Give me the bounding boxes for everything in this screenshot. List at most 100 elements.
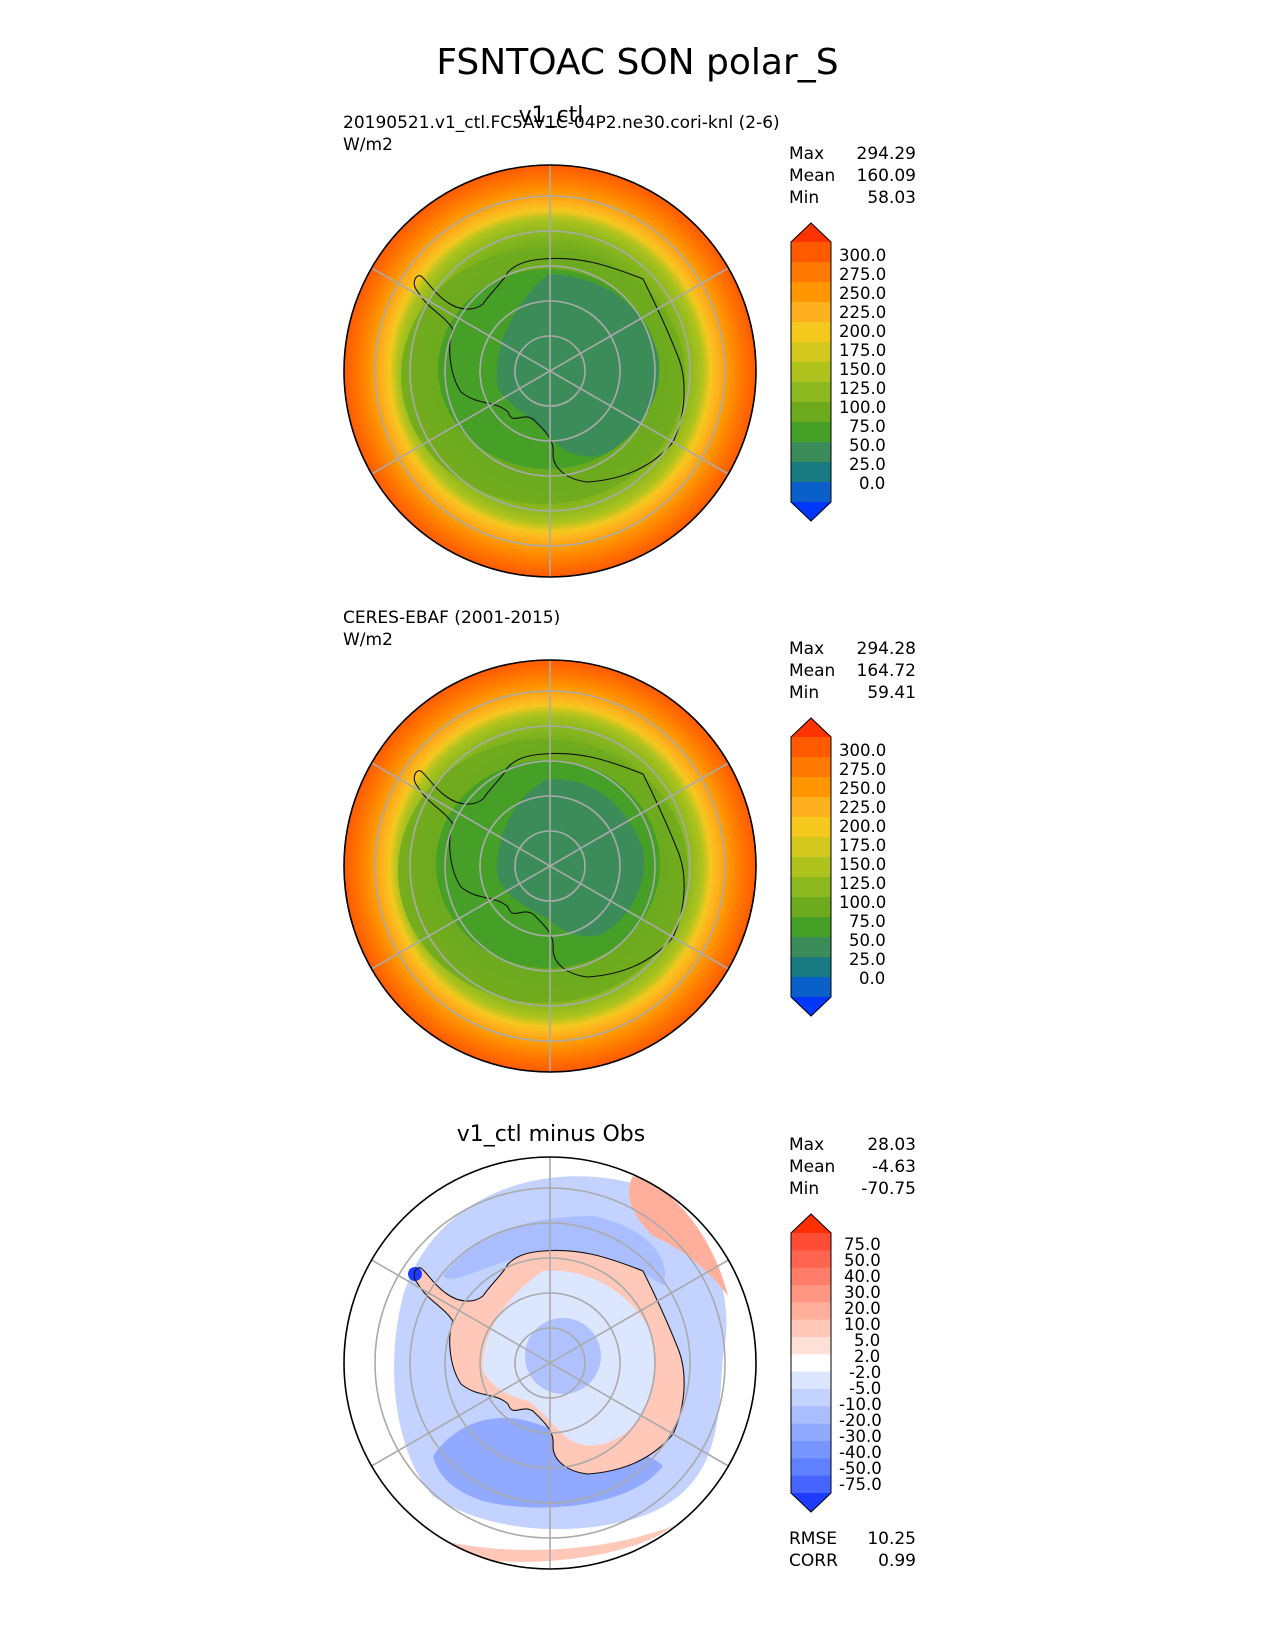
colorbar-swatch bbox=[791, 837, 831, 858]
tick-label: 25.0 bbox=[849, 455, 886, 474]
stat-max-value: 294.29 bbox=[856, 144, 916, 164]
tick-label: 75.0 bbox=[844, 1235, 881, 1254]
diff-band-neg30 bbox=[433, 1417, 663, 1508]
panel2-units-label: W/m2 bbox=[343, 630, 393, 650]
stat-max-label: Max bbox=[789, 144, 825, 164]
stat-max-value: 28.03 bbox=[867, 1135, 916, 1155]
stat-mean-label: Mean bbox=[789, 661, 836, 681]
graticule bbox=[371, 165, 729, 577]
tick-label: 50.0 bbox=[849, 931, 886, 950]
tick-label: 10.0 bbox=[844, 1315, 881, 1334]
tick-label: 2.0 bbox=[854, 1347, 881, 1366]
stat-mean-value: 160.09 bbox=[856, 166, 916, 186]
colorbar-swatch bbox=[791, 977, 831, 998]
tick-label: -20.0 bbox=[839, 1411, 882, 1430]
colorbar-swatch bbox=[791, 1302, 831, 1321]
tick-label: -2.0 bbox=[849, 1363, 882, 1382]
map-boundary bbox=[343, 1156, 757, 1570]
colorbar-swatch bbox=[791, 322, 831, 343]
colorbar-swatch bbox=[791, 1337, 831, 1355]
tick-label: 150.0 bbox=[839, 360, 887, 379]
colorbar-diff bbox=[790, 1213, 832, 1513]
colorbar-field-1 bbox=[790, 222, 832, 522]
panel1-units-label: W/m2 bbox=[343, 135, 393, 155]
panel2-colorbar: 300.0 275.0 250.0 225.0 200.0 175.0 150.… bbox=[789, 717, 919, 1017]
colorbar-swatch bbox=[791, 877, 831, 898]
stat-mean-label: Mean bbox=[789, 1157, 836, 1177]
tick-label: 250.0 bbox=[839, 779, 887, 798]
tick-label: 30.0 bbox=[844, 1283, 881, 1302]
antarctica-coastline bbox=[413, 257, 685, 483]
colorbar-field-2 bbox=[790, 717, 832, 1017]
colorbar-swatch bbox=[791, 462, 831, 483]
corr-label: CORR bbox=[789, 1551, 838, 1571]
panel3-stats: Max 28.03 Mean -4.63 Min -70.75 bbox=[789, 1134, 916, 1200]
colorbar-swatch bbox=[791, 1354, 831, 1373]
tick-label: 125.0 bbox=[839, 874, 887, 893]
tick-label: -5.0 bbox=[849, 1379, 882, 1398]
panel1-polar-map bbox=[343, 164, 757, 578]
diff-band-pos5 bbox=[423, 1526, 673, 1562]
colorbar-swatch bbox=[791, 242, 831, 263]
colorbar-swatch bbox=[791, 1233, 831, 1251]
colorbar-swatch bbox=[791, 282, 831, 303]
colorbar-swatch bbox=[791, 1319, 831, 1338]
colorbar-swatch bbox=[791, 422, 831, 443]
colorbar-swatch bbox=[791, 1371, 831, 1390]
colorbar-swatch bbox=[791, 342, 831, 363]
colorbar-swatch bbox=[791, 1250, 831, 1269]
tick-label: 0.0 bbox=[859, 474, 886, 493]
tick-label: 75.0 bbox=[849, 912, 886, 931]
colorbar-swatch bbox=[791, 777, 831, 798]
colorbar-swatch bbox=[791, 737, 831, 758]
tick-label: 175.0 bbox=[839, 836, 887, 855]
colorbar-swatch bbox=[791, 1475, 831, 1494]
panel1-meta: 20190521.v1_ctl.FC5AV1C-04P2.ne30.cori-k… bbox=[343, 112, 780, 156]
tick-label: 225.0 bbox=[839, 798, 887, 817]
panel3-title: v1_ctl minus Obs bbox=[456, 1122, 646, 1147]
tick-label: -30.0 bbox=[839, 1427, 882, 1446]
stat-min-value: -70.75 bbox=[861, 1179, 916, 1199]
map-boundary bbox=[343, 659, 757, 1073]
figure-title: FSNTOAC SON polar_S bbox=[436, 42, 839, 83]
stat-mean-value: 164.72 bbox=[856, 661, 916, 681]
colorbar-extend-top bbox=[791, 718, 831, 737]
colorbar-swatch bbox=[791, 917, 831, 938]
tick-label: 200.0 bbox=[839, 322, 887, 341]
panel2-polar-map bbox=[343, 659, 757, 1073]
colorbar-swatch bbox=[791, 757, 831, 778]
panel1-case-label: 20190521.v1_ctl.FC5AV1C-04P2.ne30.cori-k… bbox=[343, 113, 780, 133]
tick-label: 5.0 bbox=[854, 1331, 881, 1350]
colorbar-extend-top bbox=[791, 1214, 831, 1233]
panel1-stats: Max 294.29 Mean 160.09 Min 58.03 bbox=[789, 143, 916, 209]
colorbar-swatch bbox=[791, 1458, 831, 1477]
map-boundary bbox=[343, 164, 757, 578]
stat-mean-value: -4.63 bbox=[872, 1157, 916, 1177]
tick-label: 125.0 bbox=[839, 379, 887, 398]
diff-band-pos10 bbox=[629, 1176, 728, 1296]
graticule bbox=[371, 1157, 729, 1569]
colorbar-swatch bbox=[791, 362, 831, 383]
panel1-title: v1_ctl bbox=[518, 103, 584, 128]
stat-max-value: 294.28 bbox=[856, 639, 916, 659]
tick-label: 250.0 bbox=[839, 284, 887, 303]
stat-min-label: Min bbox=[789, 683, 820, 703]
colorbar-outline bbox=[790, 222, 832, 522]
stat-max-label: Max bbox=[789, 1135, 825, 1155]
tick-label: 40.0 bbox=[844, 1267, 881, 1286]
panel1-colorbar: 300.0 275.0 250.0 225.0 200.0 175.0 150.… bbox=[789, 222, 919, 522]
stat-min-label: Min bbox=[789, 1179, 820, 1199]
colorbar-extend-bottom bbox=[791, 1493, 831, 1512]
colorbar-swatch bbox=[791, 1406, 831, 1425]
tick-label: -50.0 bbox=[839, 1459, 882, 1478]
tick-label: 50.0 bbox=[844, 1251, 881, 1270]
stat-min-value: 58.03 bbox=[867, 188, 916, 208]
antarctica-coastline bbox=[413, 1249, 685, 1475]
antarctica-coastline bbox=[413, 752, 685, 978]
colorbar-swatch bbox=[791, 302, 831, 323]
panel2-case-label: CERES-EBAF (2001-2015) bbox=[343, 608, 561, 628]
stat-max-label: Max bbox=[789, 639, 825, 659]
colorbar-swatch bbox=[791, 957, 831, 978]
tick-label: 100.0 bbox=[839, 893, 887, 912]
colorbar-extend-bottom bbox=[791, 502, 831, 521]
